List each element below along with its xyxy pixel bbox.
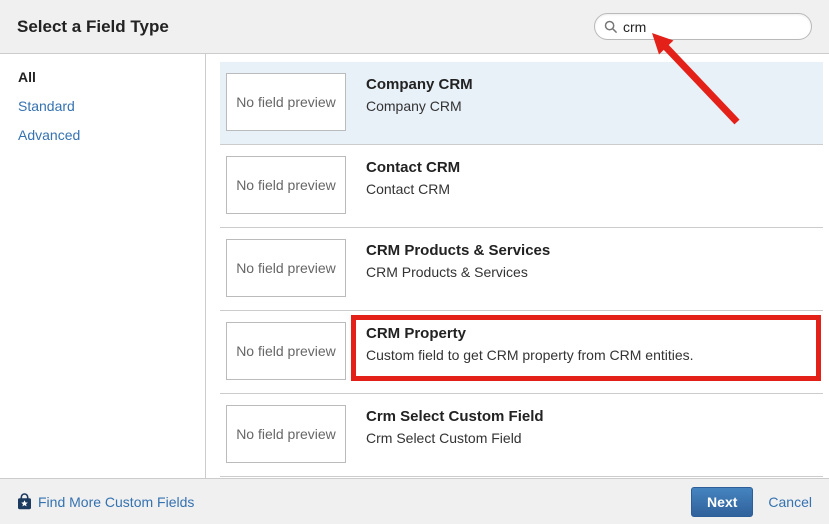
list-item-text: Crm Select Custom Field Crm Select Custo… bbox=[366, 408, 544, 446]
dialog-header: Select a Field Type bbox=[0, 0, 829, 54]
field-type-list: No field preview Company CRM Company CRM… bbox=[206, 54, 829, 478]
field-type-title: Company CRM bbox=[366, 76, 473, 93]
find-more-custom-fields-link[interactable]: Find More Custom Fields bbox=[38, 493, 195, 510]
field-type-description: Contact CRM bbox=[366, 181, 451, 197]
cancel-link[interactable]: Cancel bbox=[768, 493, 812, 510]
search-input[interactable] bbox=[623, 18, 802, 35]
sidebar-item-all[interactable]: All bbox=[18, 69, 36, 85]
find-more-custom-fields[interactable]: Find More Custom Fields bbox=[17, 493, 194, 510]
list-item-contact-crm[interactable]: No field preview Contact CRM Contact CRM bbox=[220, 145, 823, 228]
list-item-text: Contact CRM Contact CRM bbox=[366, 159, 460, 197]
field-type-title: CRM Products & Services bbox=[366, 242, 551, 259]
list-item-crm-property[interactable]: No field preview CRM Property Custom fie… bbox=[220, 311, 823, 394]
next-button[interactable]: Next bbox=[691, 486, 754, 517]
field-type-description: Custom field to get CRM property from CR… bbox=[366, 347, 694, 363]
marketplace-bag-icon bbox=[18, 493, 31, 510]
field-preview-placeholder: No field preview bbox=[226, 405, 346, 463]
list-item-company-crm[interactable]: No field preview Company CRM Company CRM bbox=[220, 62, 823, 145]
search-box[interactable] bbox=[594, 13, 812, 40]
list-item-text: CRM Property Custom field to get CRM pro… bbox=[366, 325, 694, 363]
dialog-body: All Standard Advanced No field preview C… bbox=[0, 54, 829, 478]
list-item-crm-select-custom-field[interactable]: No field preview Crm Select Custom Field… bbox=[220, 394, 823, 477]
field-type-description: Company CRM bbox=[366, 98, 462, 114]
category-sidebar: All Standard Advanced bbox=[0, 54, 206, 478]
field-type-description: Crm Select Custom Field bbox=[366, 430, 522, 446]
field-type-description: CRM Products & Services bbox=[366, 264, 528, 280]
field-preview-placeholder: No field preview bbox=[226, 322, 346, 380]
list-item-text: CRM Products & Services CRM Products & S… bbox=[366, 242, 550, 280]
field-type-title: Crm Select Custom Field bbox=[366, 408, 544, 425]
list-item-crm-products-services[interactable]: No field preview CRM Products & Services… bbox=[220, 228, 823, 311]
field-preview-placeholder: No field preview bbox=[226, 156, 346, 214]
sidebar-item-standard[interactable]: Standard bbox=[18, 98, 75, 114]
footer-actions: Next Cancel bbox=[691, 486, 812, 517]
field-type-title: CRM Property bbox=[366, 325, 467, 342]
dialog-footer: Find More Custom Fields Next Cancel bbox=[0, 478, 829, 524]
field-preview-placeholder: No field preview bbox=[226, 239, 346, 297]
field-preview-placeholder: No field preview bbox=[226, 73, 346, 131]
sidebar-item-advanced[interactable]: Advanced bbox=[18, 127, 81, 143]
field-type-title: Contact CRM bbox=[366, 159, 461, 176]
list-item-text: Company CRM Company CRM bbox=[366, 76, 473, 114]
search-icon bbox=[604, 20, 618, 33]
page-title: Select a Field Type bbox=[17, 16, 169, 36]
